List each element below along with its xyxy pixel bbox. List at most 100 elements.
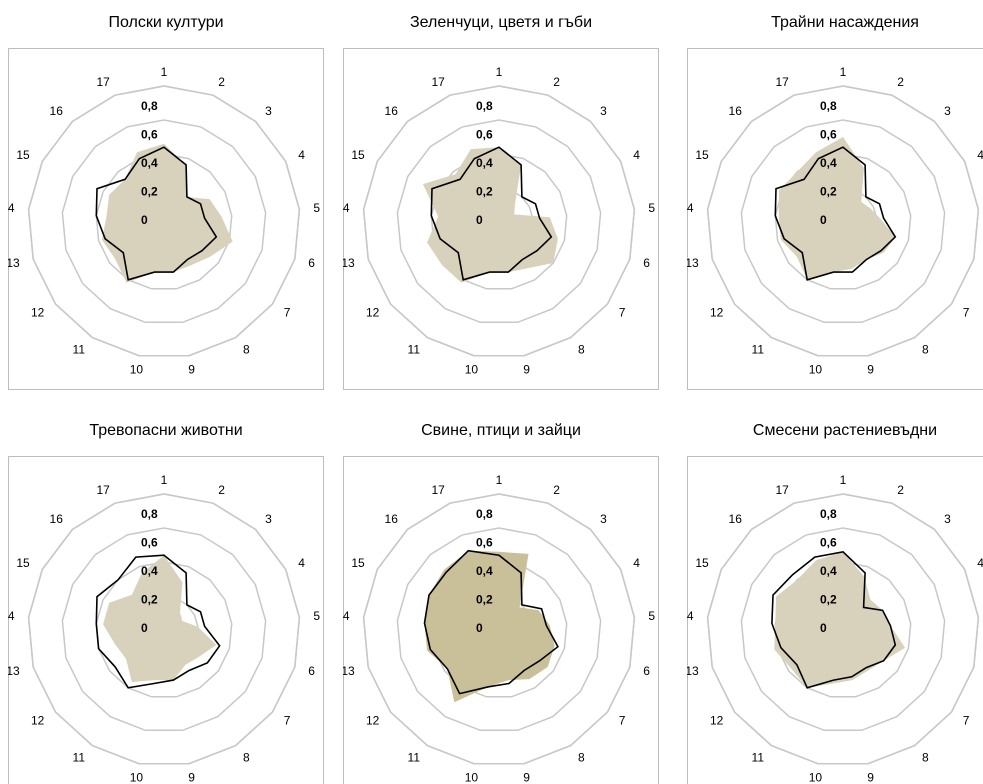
axis-label: 2 (553, 75, 560, 89)
axis-label: 11 (408, 343, 421, 357)
ring-label: 0,8 (820, 99, 837, 113)
axis-label: 8 (922, 343, 929, 357)
grid-ring-outer (706, 85, 980, 357)
ring-label: 0,4 (820, 564, 837, 578)
grid-ring (61, 527, 267, 732)
axis-label: 15 (351, 148, 365, 162)
axis-label: 12 (31, 305, 45, 319)
axis-label: 7 (963, 713, 970, 727)
axis-label: 12 (710, 713, 724, 727)
axis-label: 14 (687, 201, 694, 215)
axis-label: 7 (619, 305, 626, 319)
axis-label: 9 (188, 770, 195, 784)
axis-label: 1 (496, 65, 503, 79)
ring-label: 0 (820, 621, 827, 635)
axis-label: 3 (265, 512, 272, 526)
axis-label: 8 (922, 751, 929, 765)
axis-label: 15 (695, 556, 709, 570)
series-line (95, 146, 218, 281)
axis-label: 6 (308, 664, 315, 678)
axis-label: 10 (809, 770, 823, 784)
axis-label: 7 (284, 305, 291, 319)
ring-label: 0,2 (141, 592, 158, 606)
axis-label: 1 (840, 65, 847, 79)
axis-label: 11 (752, 343, 765, 357)
axis-label: 14 (8, 609, 15, 623)
ring-label: 0 (476, 213, 483, 227)
axis-label: 3 (600, 512, 607, 526)
radar-panel: Свине, птици и зайци 0 0,2 0,4 0,6 0,8 1 2 3 4 5 6 7… (343, 408, 659, 784)
ring-label: 0,8 (476, 507, 493, 521)
axis-label: 7 (284, 713, 291, 727)
axis-label: 14 (687, 609, 694, 623)
axis-label: 6 (308, 256, 315, 270)
grid-ring (61, 119, 267, 324)
axis-label: 13 (8, 664, 20, 678)
series-line (430, 146, 553, 281)
axis-label: 17 (775, 75, 789, 89)
axis-label: 10 (130, 362, 144, 376)
series-area (774, 551, 906, 688)
ring-label: 0,6 (141, 127, 158, 141)
axis-label: 16 (729, 512, 743, 526)
axis-label: 4 (633, 556, 640, 570)
axis-label: 15 (351, 556, 365, 570)
series-line (95, 554, 221, 689)
axis-label: 17 (431, 75, 445, 89)
axis-label: 4 (298, 148, 305, 162)
ring-label: 0 (141, 213, 148, 227)
ring-label: 0,2 (476, 592, 493, 606)
axis-label: 7 (619, 713, 626, 727)
ring-label: 0,6 (476, 535, 493, 549)
chart-title: Трайни насаждения (771, 14, 919, 31)
ring-label: 0 (820, 213, 827, 227)
axis-label: 9 (188, 362, 195, 376)
axis-label: 9 (523, 770, 530, 784)
ring-label: 0,2 (820, 592, 837, 606)
axis-label: 8 (243, 751, 250, 765)
radar-panel: Тревопасни животни 0 0,2 0,4 0,6 0,8 1 2 3 4 5 6 7 8 9… (8, 408, 324, 784)
axis-label: 8 (578, 343, 585, 357)
axis-label: 17 (96, 75, 110, 89)
axis-label: 13 (687, 664, 699, 678)
axis-label: 17 (775, 483, 789, 497)
axis-label: 2 (218, 483, 225, 497)
axis-label: 6 (643, 256, 650, 270)
axis-label: 1 (496, 473, 503, 487)
axis-label: 16 (385, 104, 399, 118)
axis-label: 3 (944, 104, 951, 118)
axis-label: 5 (648, 609, 655, 623)
grid-ring-outer (27, 493, 301, 765)
ring-label: 0,6 (476, 127, 493, 141)
axis-label: 16 (729, 104, 743, 118)
series-area (778, 137, 896, 280)
axis-label: 8 (578, 751, 585, 765)
axis-label: 13 (343, 256, 355, 270)
axis-label: 2 (553, 483, 560, 497)
ring-label: 0,6 (820, 535, 837, 549)
ring-label: 0,6 (820, 127, 837, 141)
ring-label: 0,4 (476, 156, 493, 170)
ring-label: 0,2 (141, 184, 158, 198)
axis-label: 1 (161, 65, 168, 79)
axis-label: 3 (600, 104, 607, 118)
radar-panel: Трайни насаждения00,20,40,60,81234567891… (687, 0, 983, 392)
axis-label: 7 (963, 305, 970, 319)
axis-label: 13 (343, 664, 355, 678)
axis-label: 10 (809, 362, 823, 376)
ring-label: 0,6 (141, 535, 158, 549)
chart-title: Смесени растениевъдни (752, 422, 938, 439)
ring-label: 0,4 (820, 156, 837, 170)
ring-label: 0,8 (476, 99, 493, 113)
axis-label: 6 (643, 664, 650, 678)
axis-label: 13 (687, 256, 699, 270)
ring-label: 0,2 (476, 184, 493, 198)
axis-label: 4 (298, 556, 305, 570)
axis-label: 15 (16, 148, 30, 162)
